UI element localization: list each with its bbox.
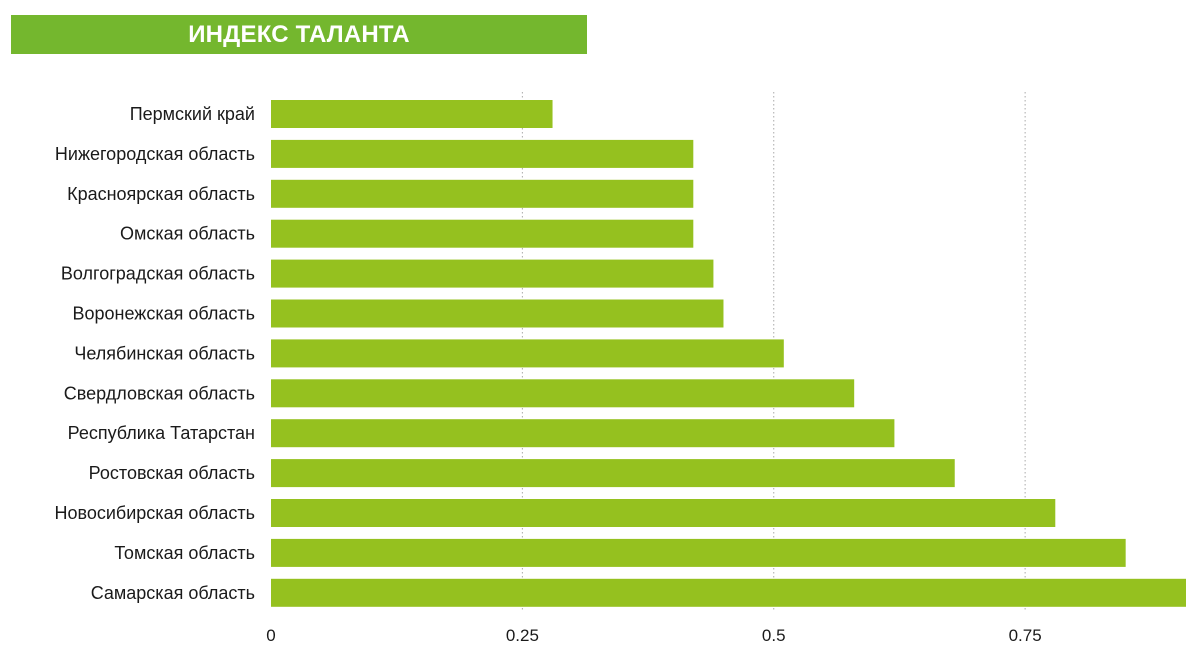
chart-title-bar: ИНДЕКС ТАЛАНТА: [11, 15, 587, 54]
category-label: Волгоградская область: [61, 264, 255, 284]
bar: [271, 339, 784, 368]
bar: [271, 499, 1056, 527]
x-axis-tick-labels: 0 0.25 0.5 0.75: [266, 626, 1041, 645]
category-label: Пермский край: [130, 104, 255, 124]
bar: [271, 299, 724, 328]
category-label: Воронежская область: [72, 304, 255, 324]
bar: [271, 419, 895, 448]
x-tick-label: 0.25: [506, 626, 539, 645]
bar: [271, 219, 694, 248]
bar: [271, 538, 1126, 567]
category-label: Омская область: [120, 224, 255, 244]
bar: [271, 259, 714, 288]
category-label: Челябинская область: [74, 343, 255, 363]
category-label: Новосибирская область: [55, 503, 256, 523]
category-labels: Пермский край Нижегородская область Красно…: [55, 104, 256, 603]
category-label: Нижегородская область: [55, 144, 255, 164]
x-tick-label: 0.5: [762, 626, 786, 645]
bar: [271, 459, 955, 488]
bar: [271, 578, 1186, 607]
x-tick-label: 0.75: [1009, 626, 1042, 645]
chart-title: ИНДЕКС ТАЛАНТА: [188, 20, 410, 48]
category-label: Республика Татарстан: [68, 423, 255, 443]
bar: [271, 100, 553, 128]
bar: [271, 179, 694, 208]
bar: [271, 379, 855, 408]
bar: [271, 139, 694, 168]
category-label: Томская область: [114, 543, 255, 563]
bars: [271, 100, 1186, 607]
category-label: Красноярская область: [67, 184, 255, 204]
category-label: Самарская область: [91, 583, 255, 603]
category-label: Свердловская область: [64, 383, 255, 403]
category-label: Ростовская область: [89, 463, 255, 483]
x-tick-label: 0: [266, 626, 275, 645]
